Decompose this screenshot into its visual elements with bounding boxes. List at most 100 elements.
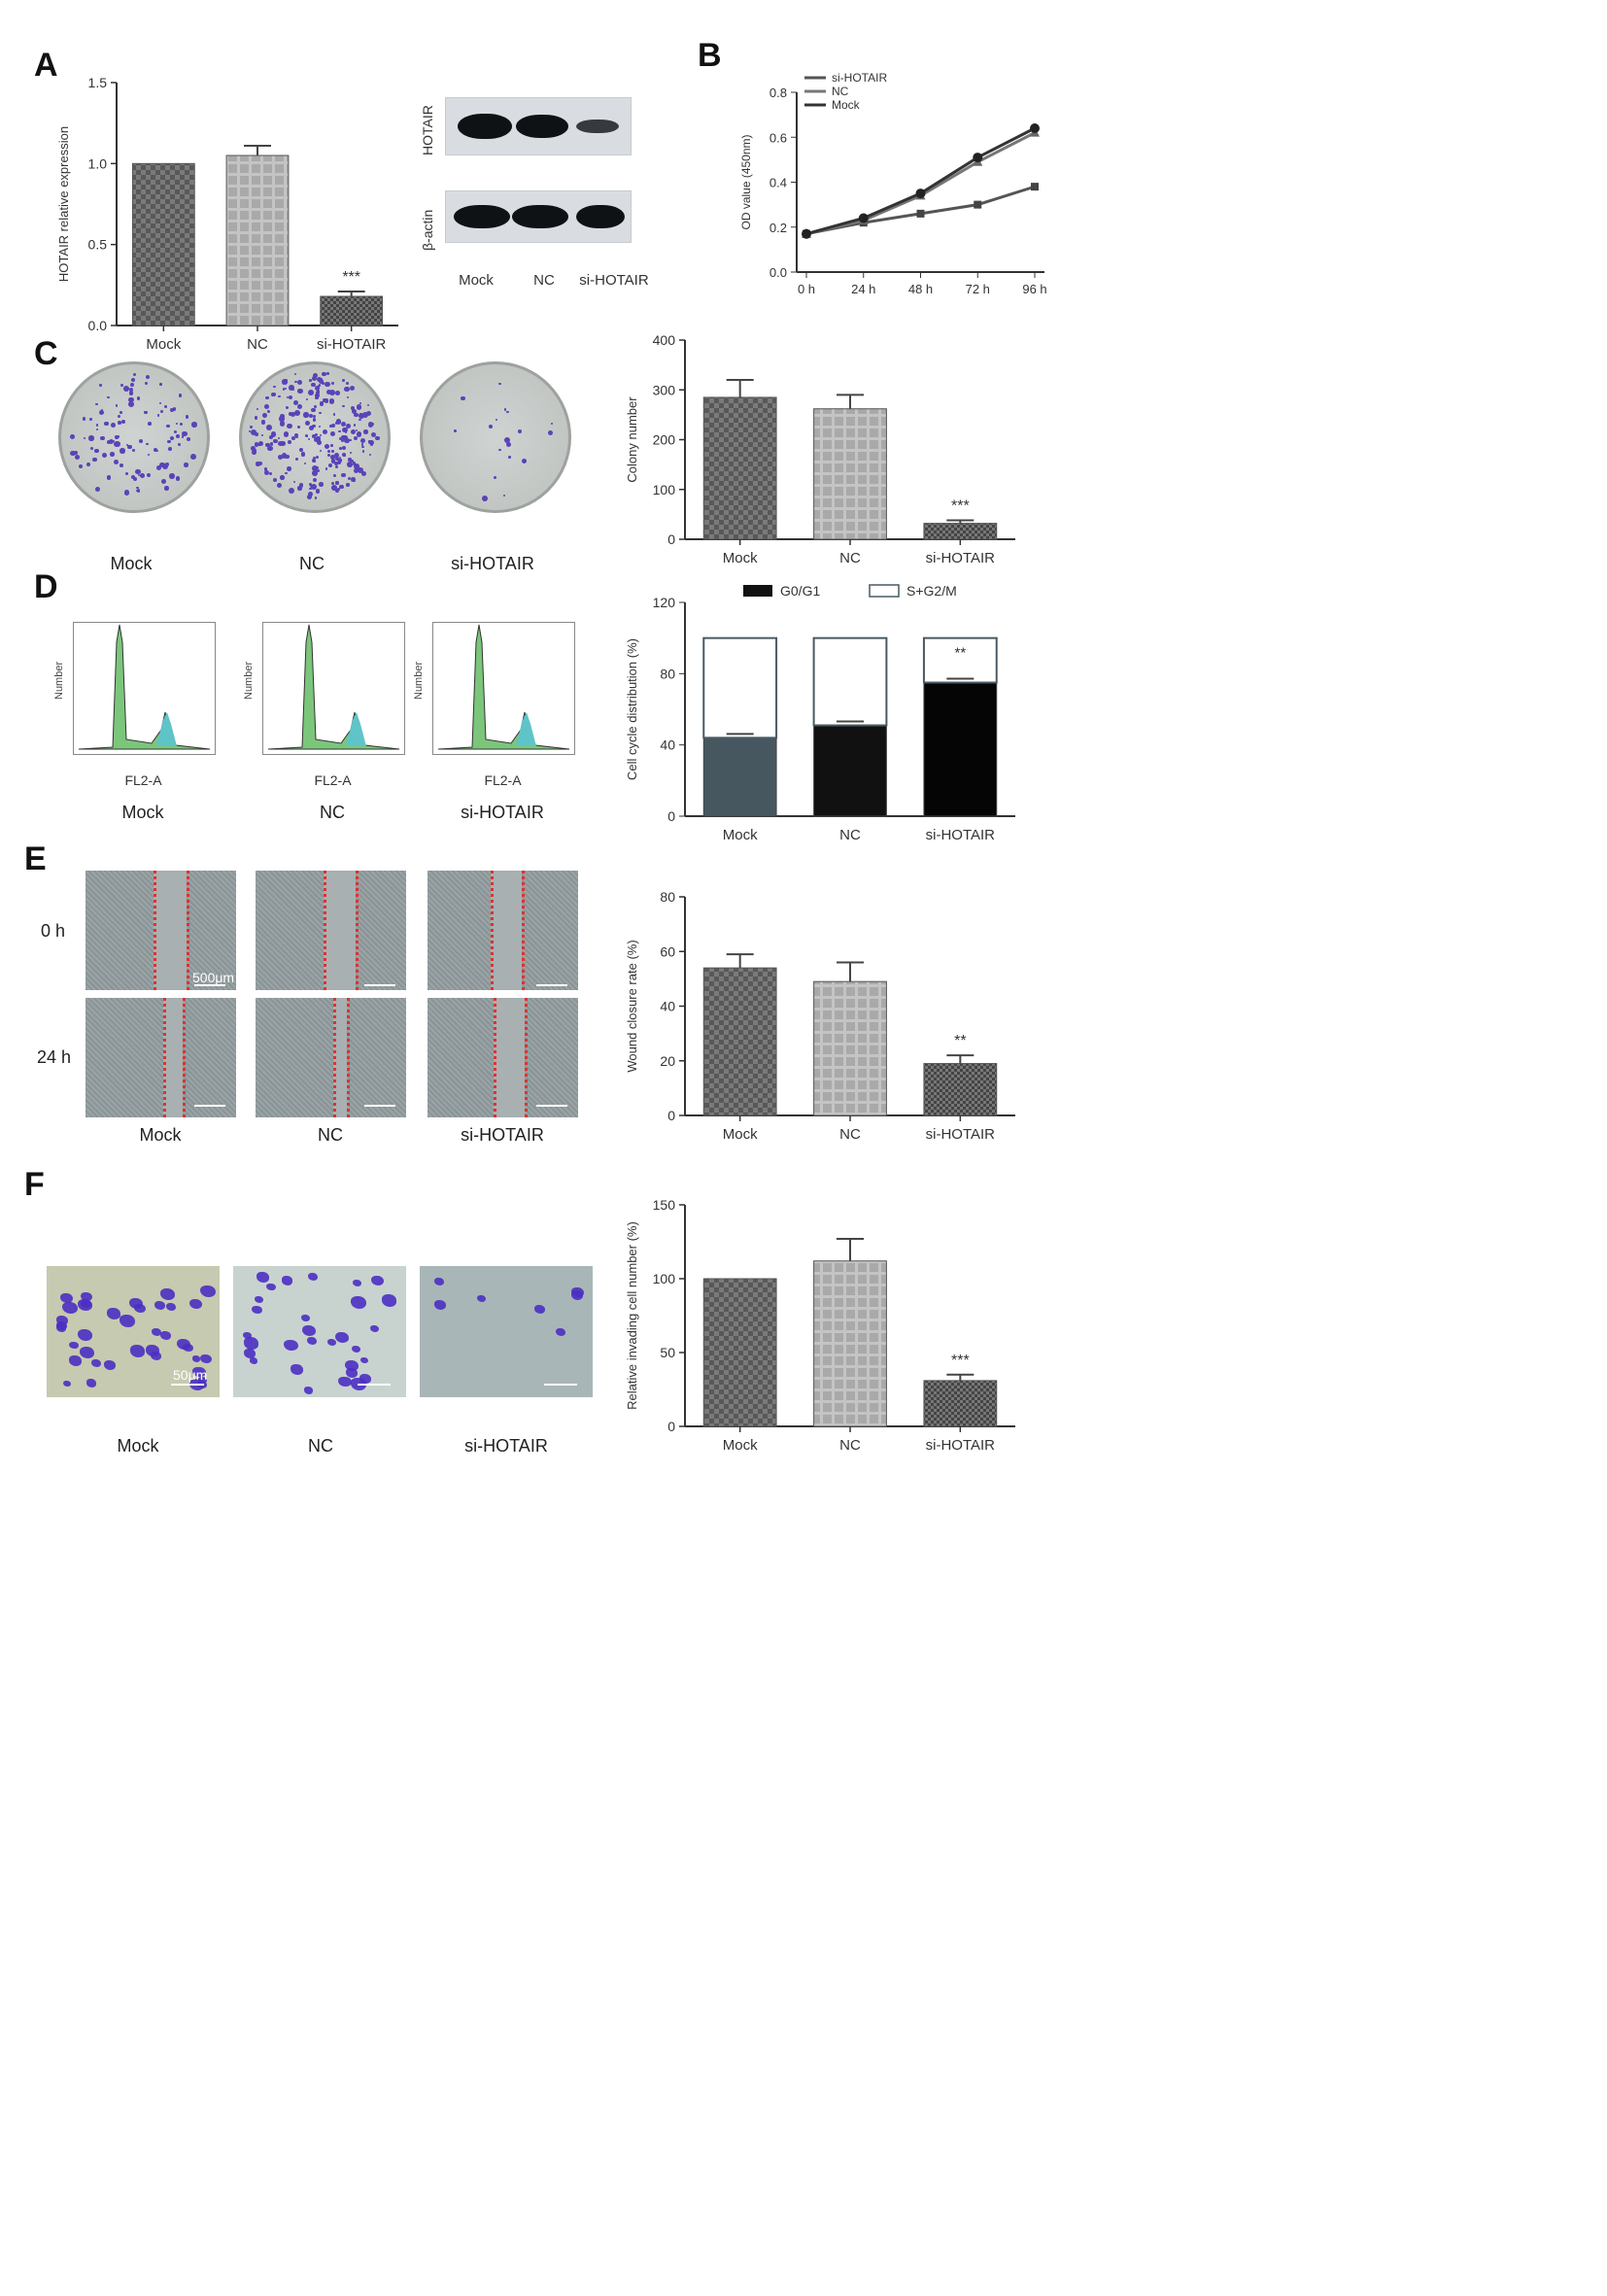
wound-image-0h bbox=[85, 871, 236, 990]
colony-dot bbox=[153, 447, 157, 452]
colony-dot bbox=[120, 448, 125, 454]
wound-image-0h bbox=[256, 871, 406, 990]
colony-dot bbox=[128, 401, 135, 407]
data-point bbox=[973, 153, 983, 163]
colony-dot bbox=[353, 424, 357, 427]
colony-dot bbox=[347, 462, 353, 467]
colony-dot bbox=[311, 483, 318, 490]
colony-dot bbox=[256, 462, 260, 466]
stained-cell bbox=[359, 1356, 368, 1364]
stained-cell bbox=[335, 1332, 349, 1344]
y-tick-label: 1.0 bbox=[88, 155, 108, 171]
colony-dot bbox=[183, 430, 187, 434]
colony-dot bbox=[325, 381, 330, 388]
legend-swatch bbox=[743, 585, 772, 597]
colony-dot bbox=[368, 453, 372, 457]
stained-cell bbox=[81, 1299, 91, 1309]
colony-dot bbox=[331, 459, 336, 463]
bar bbox=[131, 162, 195, 326]
chart-b-line: 0.0 0.2 0.4 0.6 0.8 0 h 24 h 48 h 72 h 96 h OD val… bbox=[719, 58, 1069, 311]
colony-dot bbox=[279, 416, 285, 422]
colony-dot bbox=[293, 432, 298, 438]
colony-dot bbox=[319, 482, 324, 487]
colony-dot bbox=[256, 408, 258, 411]
stained-cell bbox=[60, 1293, 73, 1303]
colony-dot bbox=[365, 410, 372, 417]
colony-dot bbox=[156, 414, 160, 417]
x-tick-label: 24 h bbox=[851, 282, 875, 296]
colony-dot bbox=[312, 414, 317, 418]
blot-lane-label: si-HOTAIR bbox=[579, 272, 649, 289]
colony-dot bbox=[314, 496, 318, 499]
invasion-caption: NC bbox=[308, 1436, 333, 1456]
panel-letter-e: E bbox=[24, 840, 47, 877]
wound-edge-line bbox=[324, 871, 326, 990]
colony-dot bbox=[460, 395, 465, 401]
flow-svg bbox=[437, 624, 570, 750]
colony-dot bbox=[287, 423, 292, 428]
colony-dot bbox=[319, 433, 322, 436]
colony-dot bbox=[344, 437, 350, 444]
colony-dot bbox=[277, 454, 284, 461]
x-tick-label: Mock bbox=[723, 1126, 758, 1143]
flow-peak-g2 bbox=[156, 712, 177, 746]
colony-dot bbox=[273, 439, 278, 444]
colony-dot bbox=[265, 442, 271, 448]
colony-dot bbox=[307, 494, 312, 499]
colony-dot bbox=[182, 430, 188, 436]
colony-dot bbox=[311, 382, 316, 387]
colony-dot bbox=[280, 419, 284, 423]
flow-peak bbox=[267, 624, 400, 750]
x-tick-label: si-HOTAIR bbox=[926, 1437, 996, 1454]
colony-dot bbox=[114, 460, 120, 465]
scale-bar bbox=[194, 984, 225, 986]
stained-cell bbox=[301, 1325, 316, 1337]
blot-label-hotair: HOTAIR bbox=[420, 105, 435, 155]
colony-dot bbox=[118, 421, 121, 425]
colony-dot bbox=[111, 422, 117, 428]
stained-cell bbox=[371, 1275, 385, 1285]
colony-dot bbox=[139, 438, 144, 443]
colony-dot bbox=[319, 449, 323, 453]
colony-dot bbox=[361, 445, 364, 449]
colony-dot bbox=[180, 422, 184, 427]
bar bbox=[320, 295, 384, 326]
colony-dot bbox=[128, 396, 135, 403]
colony-dot bbox=[187, 437, 191, 441]
stained-cell bbox=[301, 1315, 310, 1321]
colony-dot bbox=[368, 440, 374, 445]
colony-dot bbox=[283, 388, 286, 391]
colony-dot bbox=[281, 453, 287, 459]
colony-dot bbox=[333, 461, 339, 466]
colony-dot bbox=[329, 398, 335, 404]
colony-dot bbox=[349, 438, 352, 442]
row-label-24h: 24 h bbox=[37, 1047, 72, 1067]
stained-cell bbox=[307, 1273, 319, 1282]
colony-dot bbox=[505, 441, 512, 448]
y-tick-label: 50 bbox=[660, 1345, 675, 1360]
wound-gap bbox=[333, 998, 347, 1117]
colony-dot bbox=[294, 457, 299, 461]
colony-dot bbox=[339, 484, 344, 489]
legend-swatch bbox=[869, 584, 900, 598]
chart-e-bar: 0 20 40 60 80 Wound closure rate (%) Mock NC ** s… bbox=[622, 879, 1030, 1151]
wound-edge-line bbox=[494, 998, 496, 1117]
legend-label: G0/G1 bbox=[780, 583, 820, 599]
colony-dot bbox=[342, 434, 349, 441]
colony-dot bbox=[82, 416, 86, 421]
colony-dot bbox=[137, 473, 141, 476]
colony-dot bbox=[322, 373, 325, 376]
series-line bbox=[805, 131, 1036, 236]
colony-dot bbox=[164, 486, 169, 491]
stained-cell bbox=[69, 1341, 79, 1350]
colony-dot bbox=[346, 483, 350, 488]
y-tick-label: 80 bbox=[660, 666, 675, 681]
panel-letter-b: B bbox=[698, 37, 722, 74]
flow-y-label: Number bbox=[243, 661, 255, 700]
colony-dot bbox=[318, 439, 322, 442]
flow-peak bbox=[437, 624, 570, 750]
colony-dot bbox=[329, 390, 335, 395]
flow-y-label: Number bbox=[413, 661, 425, 700]
colony-dot bbox=[508, 456, 512, 460]
colony-dot bbox=[502, 495, 505, 497]
